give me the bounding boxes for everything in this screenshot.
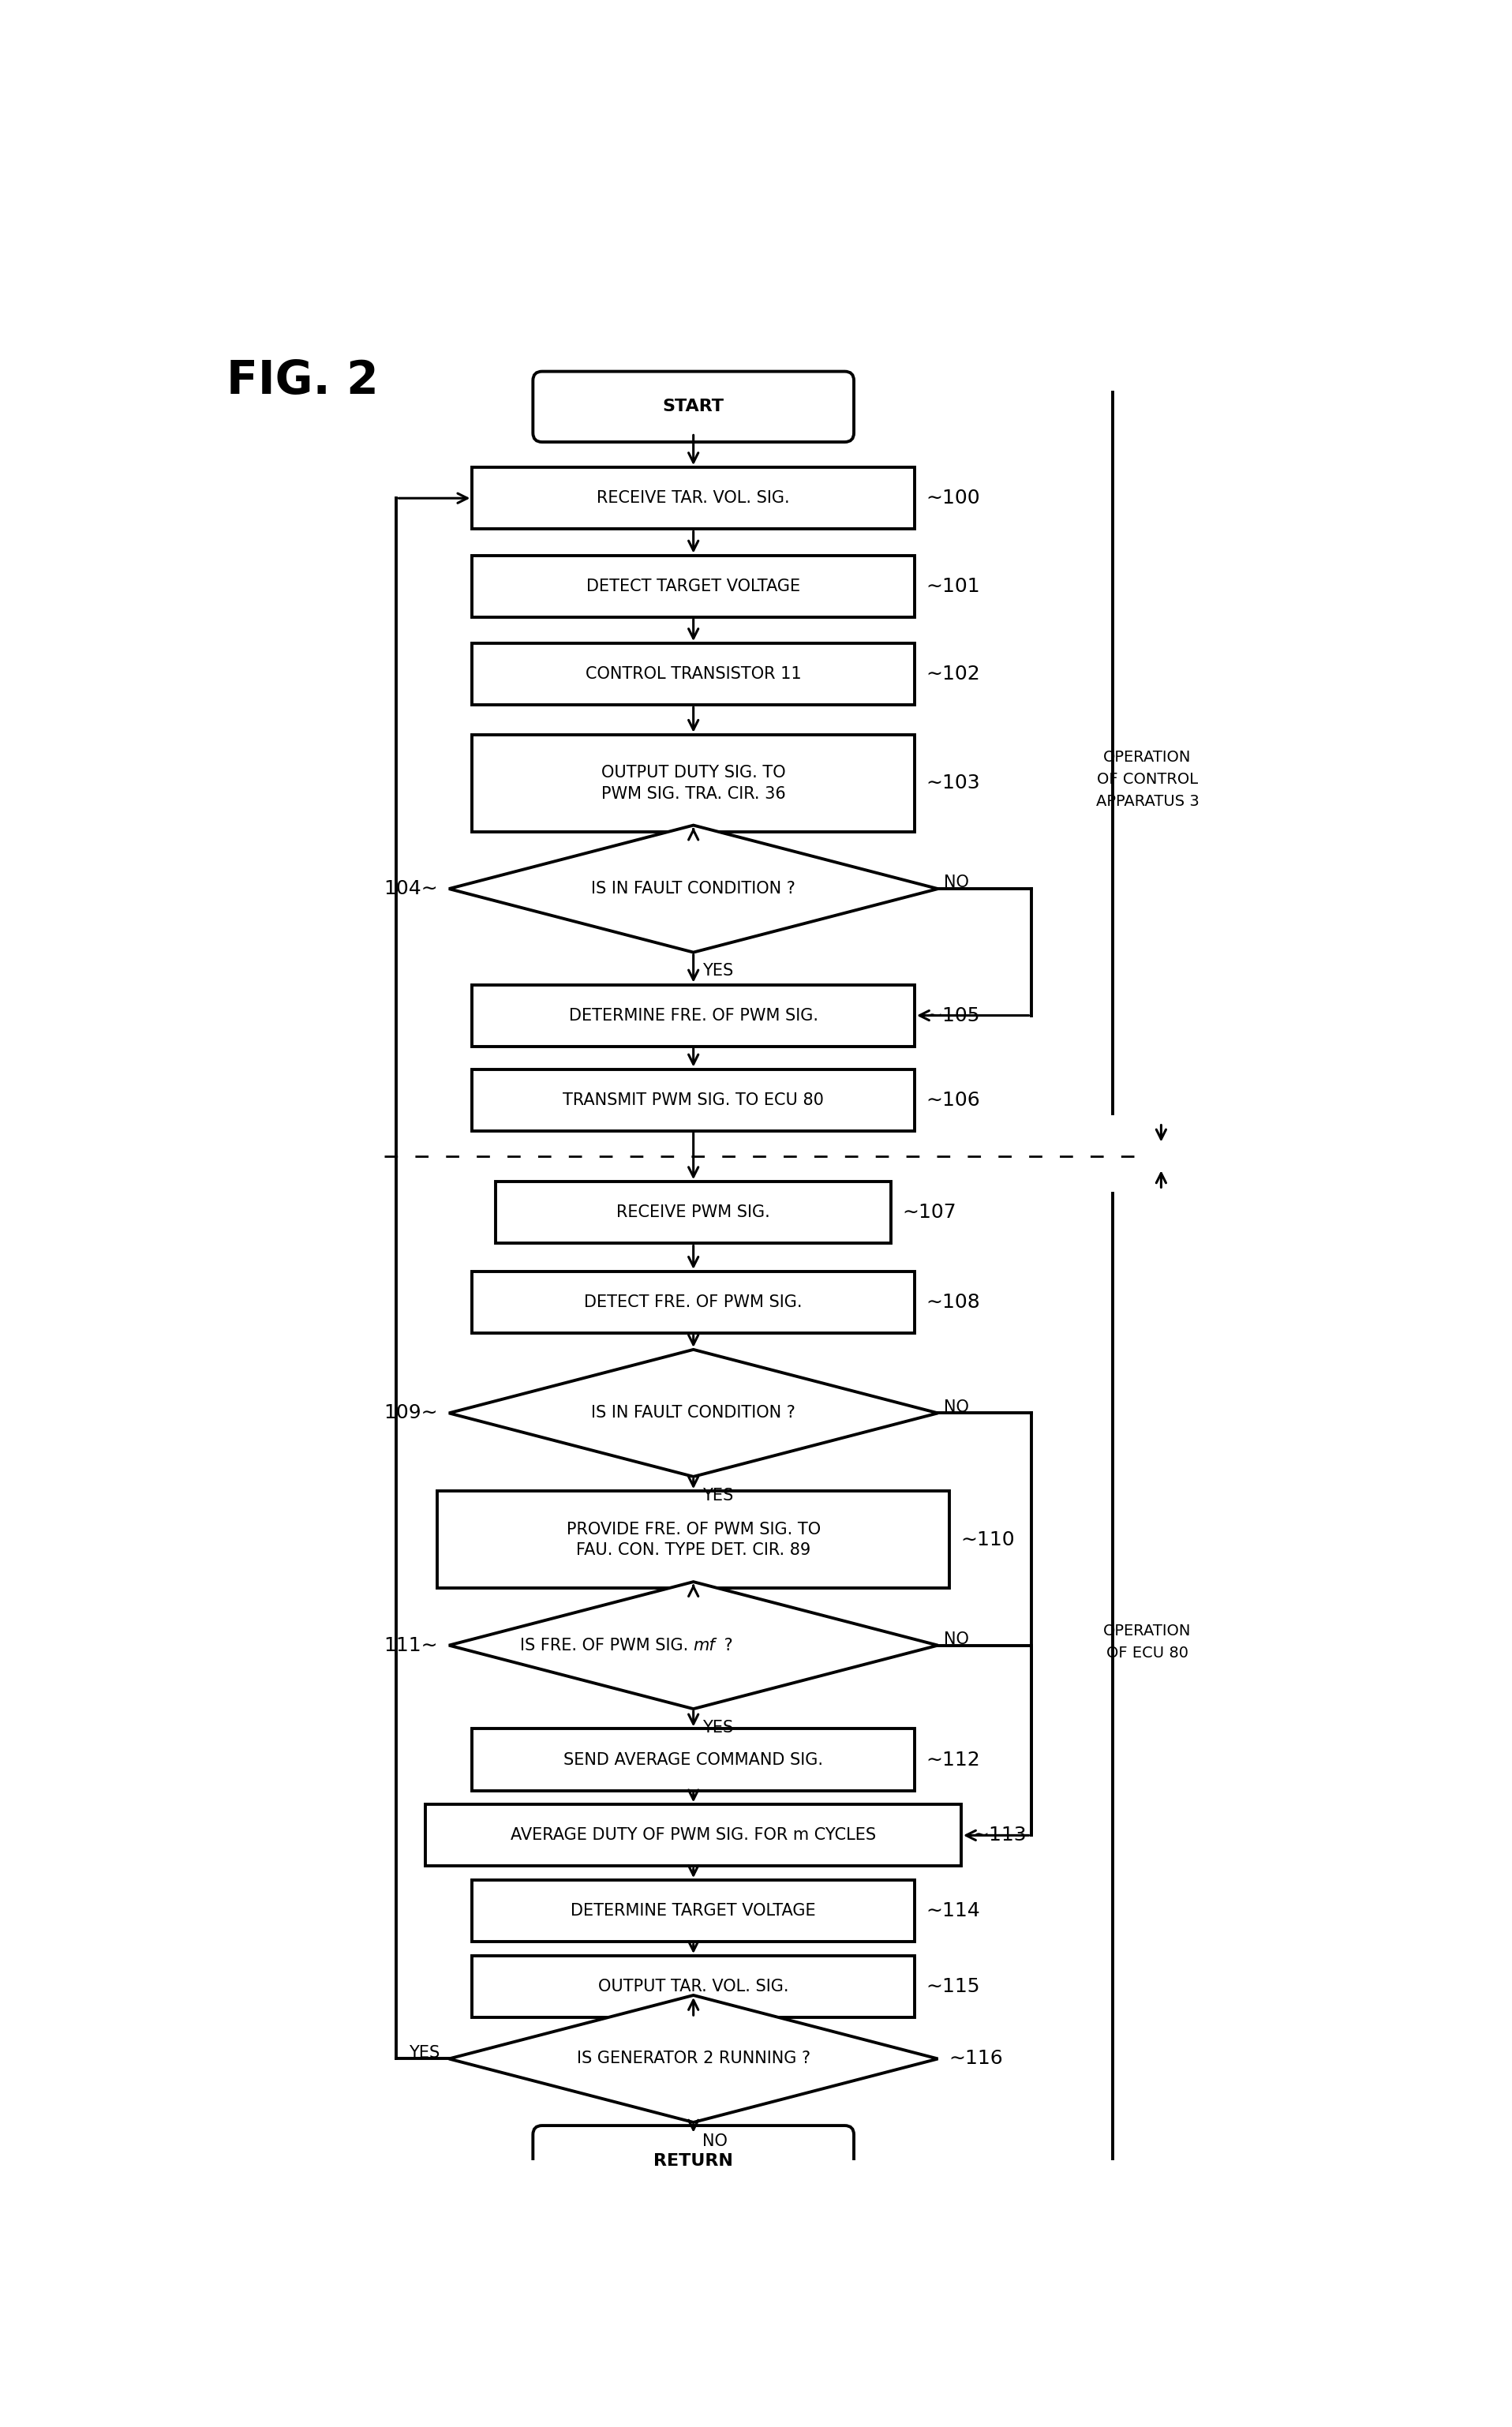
FancyBboxPatch shape xyxy=(532,371,854,442)
Text: ∼115: ∼115 xyxy=(925,1978,980,1995)
Text: RECEIVE TAR. VOL. SIG.: RECEIVE TAR. VOL. SIG. xyxy=(597,490,789,507)
Text: ∼103: ∼103 xyxy=(925,774,980,794)
Text: ∼108: ∼108 xyxy=(925,1294,980,1311)
FancyBboxPatch shape xyxy=(472,1728,915,1791)
FancyBboxPatch shape xyxy=(425,1806,962,1866)
Text: 109∼: 109∼ xyxy=(384,1403,438,1422)
Text: DETECT FRE. OF PWM SIG.: DETECT FRE. OF PWM SIG. xyxy=(584,1294,803,1311)
Text: NO: NO xyxy=(943,1631,969,1648)
Text: START: START xyxy=(662,398,724,415)
Text: OPERATION
OF CONTROL
APPARATUS 3: OPERATION OF CONTROL APPARATUS 3 xyxy=(1096,750,1199,808)
Text: 104∼: 104∼ xyxy=(384,879,438,898)
Text: ∼110: ∼110 xyxy=(960,1531,1015,1548)
FancyBboxPatch shape xyxy=(472,1068,915,1131)
Text: ∼106: ∼106 xyxy=(925,1090,980,1109)
Text: CONTROL TRANSISTOR 11: CONTROL TRANSISTOR 11 xyxy=(585,667,801,682)
FancyBboxPatch shape xyxy=(472,643,915,704)
Text: mf: mf xyxy=(694,1638,715,1653)
Text: DETERMINE TARGET VOLTAGE: DETERMINE TARGET VOLTAGE xyxy=(572,1903,816,1920)
Text: OUTPUT TAR. VOL. SIG.: OUTPUT TAR. VOL. SIG. xyxy=(599,1978,789,1995)
FancyBboxPatch shape xyxy=(472,1881,915,1942)
Text: AVERAGE DUTY OF PWM SIG. FOR m CYCLES: AVERAGE DUTY OF PWM SIG. FOR m CYCLES xyxy=(511,1828,875,1842)
Text: PROVIDE FRE. OF PWM SIG. TO
FAU. CON. TYPE DET. CIR. 89: PROVIDE FRE. OF PWM SIG. TO FAU. CON. TY… xyxy=(567,1522,821,1558)
Text: FIG. 2: FIG. 2 xyxy=(227,359,378,403)
Text: OPERATION
OF ECU 80: OPERATION OF ECU 80 xyxy=(1104,1624,1191,1660)
Text: YES: YES xyxy=(703,1488,733,1502)
Polygon shape xyxy=(449,1995,937,2121)
Text: DETECT TARGET VOLTAGE: DETECT TARGET VOLTAGE xyxy=(587,578,800,595)
FancyBboxPatch shape xyxy=(437,1490,950,1587)
FancyBboxPatch shape xyxy=(472,468,915,529)
FancyBboxPatch shape xyxy=(532,2126,854,2196)
FancyBboxPatch shape xyxy=(472,735,915,832)
Text: ∼113: ∼113 xyxy=(972,1825,1027,1845)
FancyBboxPatch shape xyxy=(472,1956,915,2017)
FancyBboxPatch shape xyxy=(472,556,915,616)
Text: SEND AVERAGE COMMAND SIG.: SEND AVERAGE COMMAND SIG. xyxy=(564,1752,823,1767)
Text: ?: ? xyxy=(720,1638,733,1653)
Text: RECEIVE PWM SIG.: RECEIVE PWM SIG. xyxy=(617,1204,770,1221)
Text: NO: NO xyxy=(943,1398,969,1415)
Text: YES: YES xyxy=(703,964,733,978)
Text: IS FRE. OF PWM SIG.: IS FRE. OF PWM SIG. xyxy=(520,1638,694,1653)
Text: TRANSMIT PWM SIG. TO ECU 80: TRANSMIT PWM SIG. TO ECU 80 xyxy=(562,1092,824,1107)
Polygon shape xyxy=(449,1582,937,1709)
FancyBboxPatch shape xyxy=(472,1272,915,1332)
Text: ∼102: ∼102 xyxy=(925,665,980,684)
Text: ∼100: ∼100 xyxy=(925,488,980,507)
Text: OUTPUT DUTY SIG. TO
PWM SIG. TRA. CIR. 36: OUTPUT DUTY SIG. TO PWM SIG. TRA. CIR. 3… xyxy=(602,765,786,801)
Text: ∼105: ∼105 xyxy=(925,1007,980,1024)
Text: 111∼: 111∼ xyxy=(384,1636,438,1655)
Text: NO: NO xyxy=(703,2133,727,2148)
Text: DETERMINE FRE. OF PWM SIG.: DETERMINE FRE. OF PWM SIG. xyxy=(569,1007,818,1024)
Text: IS GENERATOR 2 RUNNING ?: IS GENERATOR 2 RUNNING ? xyxy=(576,2051,810,2068)
FancyBboxPatch shape xyxy=(496,1182,891,1243)
Text: IS IN FAULT CONDITION ?: IS IN FAULT CONDITION ? xyxy=(591,1405,795,1420)
FancyBboxPatch shape xyxy=(472,985,915,1046)
Text: RETURN: RETURN xyxy=(653,2153,733,2170)
Text: ∼114: ∼114 xyxy=(925,1900,980,1920)
Text: YES: YES xyxy=(703,1721,733,1735)
Text: ∼101: ∼101 xyxy=(925,578,980,595)
Polygon shape xyxy=(449,825,937,951)
Polygon shape xyxy=(449,1349,937,1476)
Text: YES: YES xyxy=(408,2046,440,2061)
Text: ∼107: ∼107 xyxy=(903,1204,957,1221)
Text: NO: NO xyxy=(943,874,969,891)
Text: IS IN FAULT CONDITION ?: IS IN FAULT CONDITION ? xyxy=(591,881,795,896)
Text: ∼112: ∼112 xyxy=(925,1750,980,1769)
Text: ∼116: ∼116 xyxy=(950,2048,1002,2068)
